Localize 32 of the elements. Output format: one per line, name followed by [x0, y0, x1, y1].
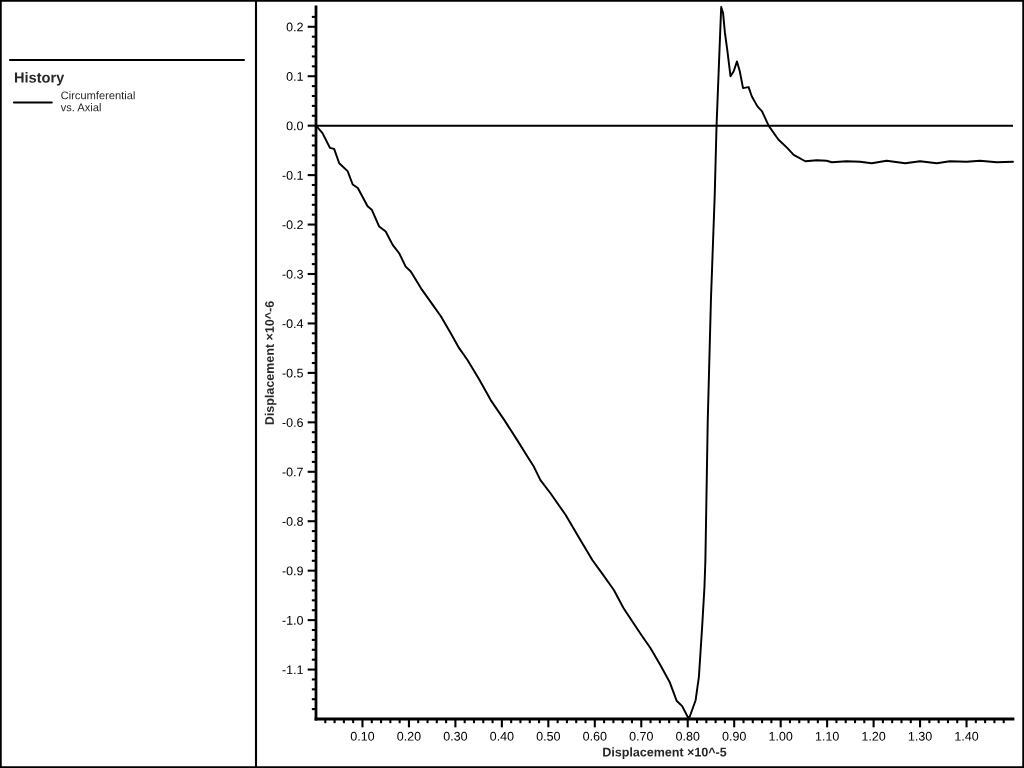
x-tick-label: 1.10	[815, 731, 839, 741]
y-tick-label: 0.0	[286, 121, 304, 131]
y-tick-label: 0.1	[286, 72, 303, 81]
legend-label: Circumferential vs. Axial	[60, 91, 135, 112]
x-tick-label: 0.90	[722, 731, 746, 741]
x-tick-label: 1.40	[955, 731, 979, 741]
y-tick-label: -1.1	[282, 665, 303, 675]
y-tick-label: -0.7	[282, 467, 303, 477]
y-tick-label: -0.5	[282, 368, 303, 378]
y-tick-label: -0.2	[282, 220, 303, 230]
x-tick-label: 0.60	[583, 731, 607, 741]
x-tick-label: 0.20	[397, 731, 421, 741]
y-tick-label: -1.0	[282, 615, 304, 625]
y-tick-label: -0.6	[282, 418, 303, 427]
x-tick-label: 1.20	[862, 731, 886, 741]
y-tick-label: -0.3	[282, 269, 303, 279]
x-tick-label: 0.10	[350, 731, 375, 741]
y-tick-label: -0.8	[282, 517, 303, 526]
x-tick-label: 0.40	[490, 731, 514, 741]
x-tick-label: 0.80	[676, 731, 700, 741]
legend-title: History	[14, 72, 65, 86]
y-axis-title: Displacement ×10^-6	[264, 301, 277, 425]
x-tick-label: 0.50	[536, 731, 561, 741]
x-tick-label: 1.30	[908, 731, 932, 741]
y-tick-label: -0.4	[282, 319, 304, 329]
y-tick-label: -0.9	[282, 566, 303, 576]
y-tick-label: -0.1	[282, 170, 303, 180]
x-axis-title: Displacement ×10^-5	[603, 747, 727, 759]
x-tick-label: 0.70	[629, 731, 653, 741]
x-tick-label: 0.30	[443, 731, 468, 741]
y-tick-label: 0.2	[286, 22, 303, 32]
x-tick-label: 1.00	[769, 731, 793, 741]
